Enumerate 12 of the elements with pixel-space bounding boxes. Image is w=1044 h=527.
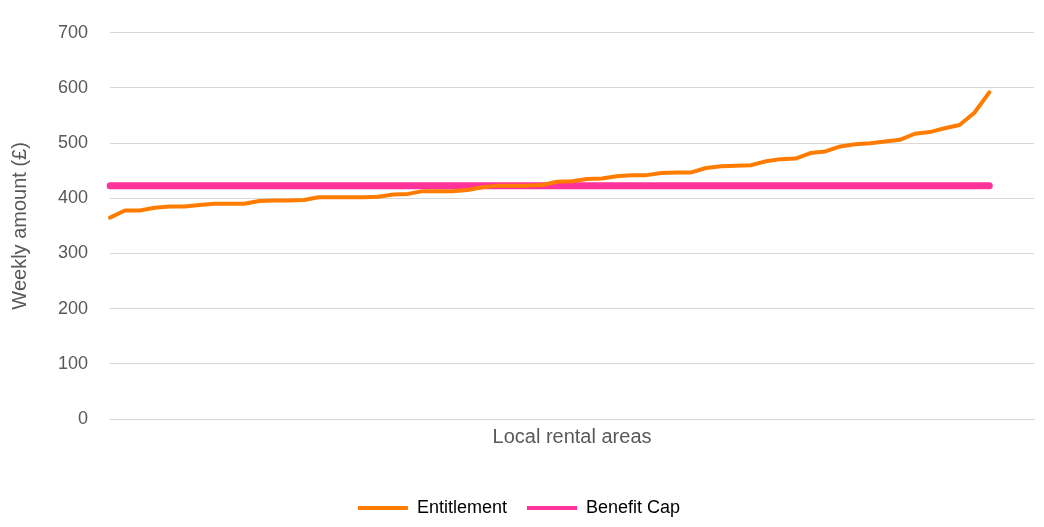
- x-axis-title: Local rental areas: [492, 424, 652, 447]
- y-tick-label: 500: [57, 132, 89, 153]
- y-axis-title: Weekly amount (£): [7, 142, 30, 310]
- y-tick-label: 600: [57, 76, 89, 97]
- y-tick-label: 300: [57, 242, 89, 263]
- y-tick-label: 400: [57, 187, 89, 208]
- y-tick-label: 0: [78, 407, 89, 428]
- legend-label: Entitlement: [416, 496, 507, 517]
- y-tick-label: 700: [57, 21, 89, 42]
- y-tick-label: 100: [57, 352, 89, 373]
- y-tick-label: 200: [57, 297, 89, 318]
- legend-label: Benefit Cap: [585, 496, 681, 517]
